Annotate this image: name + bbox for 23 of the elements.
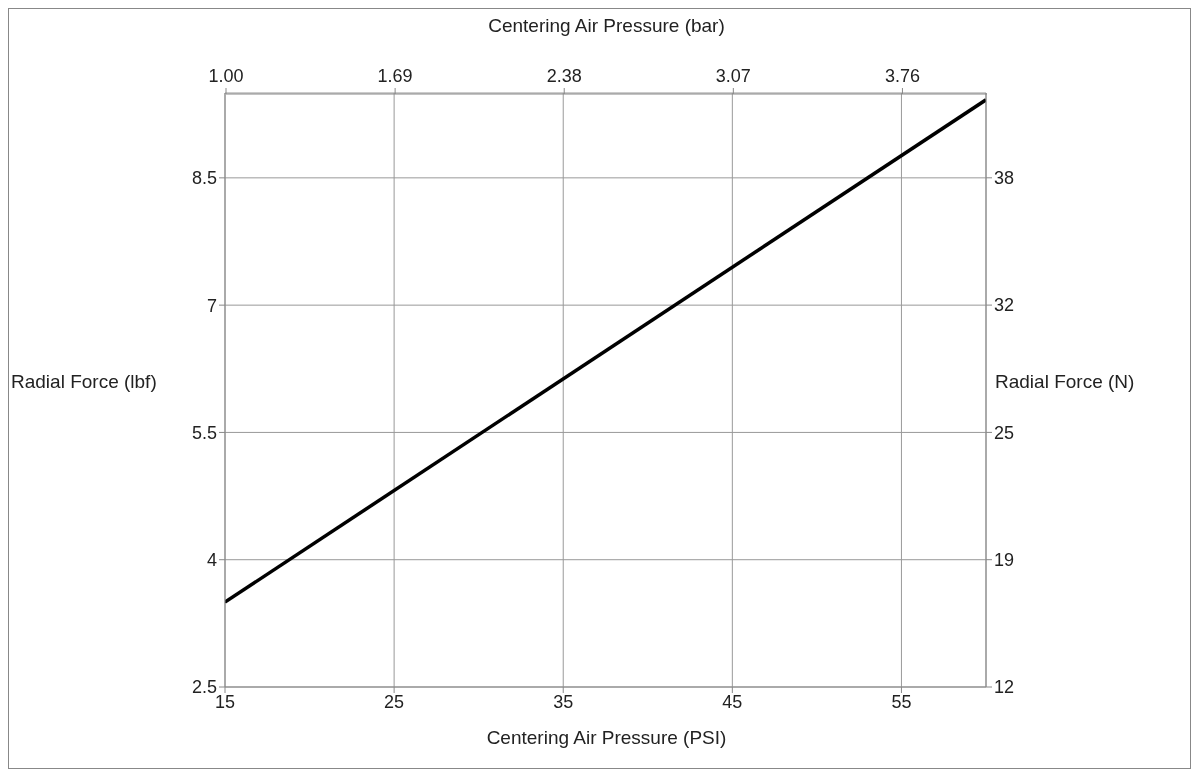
y-tick-label: 2.5 (191, 677, 217, 698)
x-tick-label: 25 (384, 691, 405, 712)
y-tick-label: 7 (206, 295, 217, 316)
y2-tick-label: 25 (994, 422, 1015, 443)
y2-tick-label: 38 (994, 168, 1015, 189)
y2-axis-title: Radial Force (N) (995, 371, 1135, 393)
y-tick-label: 4 (206, 550, 217, 571)
y2-tick-label: 32 (994, 295, 1015, 316)
x-tick-label: 35 (553, 691, 574, 712)
x2-axis-title: Centering Air Pressure (bar) (487, 15, 726, 37)
x2-tick-label: 3.76 (884, 66, 920, 86)
x-axis-title: Centering Air Pressure (PSI) (485, 727, 728, 749)
x-tick-label: 55 (891, 691, 912, 712)
y-tick-label: 8.5 (191, 168, 217, 189)
y-tick-label: 5.5 (191, 422, 217, 443)
y2-tick-label: 19 (994, 550, 1015, 571)
y-axis-title: Radial Force (lbf) (11, 371, 157, 393)
x-tick-label: 45 (722, 691, 743, 712)
x2-tick-label: 1.00 (208, 66, 244, 86)
x2-tick-label: 1.69 (377, 66, 413, 86)
x2-tick-label: 2.38 (546, 66, 582, 86)
x2-tick-label: 3.07 (715, 66, 751, 86)
y2-tick-label: 12 (994, 677, 1015, 698)
